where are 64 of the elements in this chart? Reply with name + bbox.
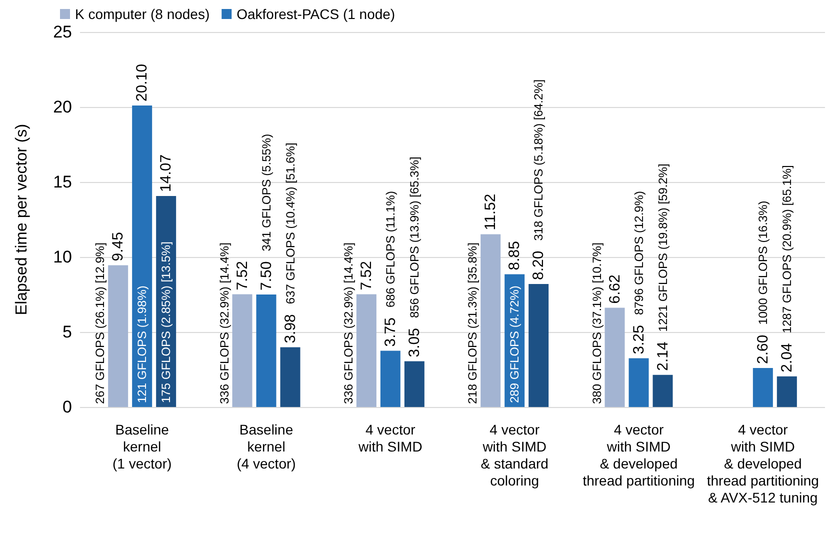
data-label: 11.52 (482, 194, 500, 230)
bar (232, 294, 252, 407)
bar (776, 376, 797, 407)
bar (256, 294, 276, 407)
legend-label: K computer (8 nodes) (75, 6, 210, 22)
annotation: 1000 GFLOPS (16.3%) (756, 200, 770, 325)
bar (380, 350, 400, 407)
data-label: 8.85 (506, 241, 524, 270)
data-label: 7.52 (234, 260, 251, 290)
data-label: 2.04 (778, 343, 796, 372)
annotation: 289 GFLOPS (4.72%) (508, 286, 522, 403)
annotation: 121 GFLOPS (1.98%) (135, 286, 150, 403)
data-label: 3.75 (382, 318, 399, 347)
bar (652, 374, 673, 407)
x-tick-label: 4 vector with SIMD & standard coloring (480, 422, 548, 488)
y-tick-label: 10 (53, 248, 72, 266)
annotation: 341 GFLOPS (5.55%) (259, 134, 274, 252)
bar (604, 308, 625, 407)
data-label: 8.20 (530, 250, 548, 280)
x-tick-label: Baseline kernel (4 vector) (236, 422, 296, 472)
annotation: 1221 GFLOPS (19.8%) [59.2%] (656, 164, 670, 332)
data-label: 6.62 (606, 274, 624, 304)
annotation: 175 GFLOPS (2.85%) [13.5%] (159, 242, 174, 403)
bar (528, 284, 549, 407)
y-tick-label: 5 (62, 322, 72, 342)
y-tick-label: 20 (53, 98, 72, 116)
bar (108, 265, 128, 407)
annotation: 267 GFLOPS (26.1%) [12.9%] (93, 242, 108, 404)
data-label: 7.52 (358, 260, 375, 290)
x-tick-label: Baseline kernel (1 vector) (112, 422, 172, 472)
annotation: 637 GFLOPS (10.4%) [51.6%] (283, 142, 298, 304)
bar (356, 294, 376, 407)
annotation: 1287 GFLOPS (20.9%) [65.1%] (780, 165, 794, 334)
y-tick-label: 15 (53, 172, 72, 192)
x-tick-label: 4 vector with SIMD & developed thread partitioning & AVX-512 tuning (706, 422, 819, 506)
data-label: 3.25 (630, 325, 648, 354)
bar (480, 234, 501, 407)
data-label: 3.98 (282, 314, 299, 344)
annotation: 856 GFLOPS (13.9%) [65.3%] (407, 156, 422, 318)
data-label: 14.07 (158, 154, 175, 192)
annotation: 336 GFLOPS (32.9%) [14.4%] (341, 242, 356, 404)
annotation: 380 GFLOPS (37.1%) [10.7%] (590, 242, 604, 404)
data-label: 2.14 (654, 342, 672, 371)
x-tick-label: 4 vector with SIMD (358, 422, 422, 454)
bar (628, 358, 649, 407)
annotation: 8796 GFLOPS (12.9%) (632, 190, 646, 316)
bar (132, 106, 152, 407)
bar (404, 361, 424, 407)
annotation: 318 GFLOPS (5.18%) [64.2%] (532, 79, 546, 241)
y-axis-title: Elapsed time per vector (s) (14, 124, 30, 316)
bar (752, 368, 773, 407)
data-label: 2.60 (754, 334, 772, 364)
annotation: 218 GFLOPS (21.3%) [35.8%] (466, 242, 480, 404)
annotation: 336 GFLOPS (32.9%) [14.4%] (217, 242, 232, 404)
data-label: 20.10 (134, 64, 151, 102)
legend-label: Oakforest-PACS (1 node) (236, 6, 396, 22)
data-label: 9.45 (110, 232, 127, 262)
bar (280, 347, 300, 407)
y-tick-label: 25 (53, 22, 72, 42)
data-label: 7.50 (258, 261, 275, 290)
y-tick-label: 0 (62, 398, 72, 416)
x-tick-label: 4 vector with SIMD & developed thread partitioning (582, 422, 695, 488)
annotation: 686 GFLOPS (11.1%) (383, 191, 398, 308)
data-label: 3.05 (406, 328, 423, 358)
